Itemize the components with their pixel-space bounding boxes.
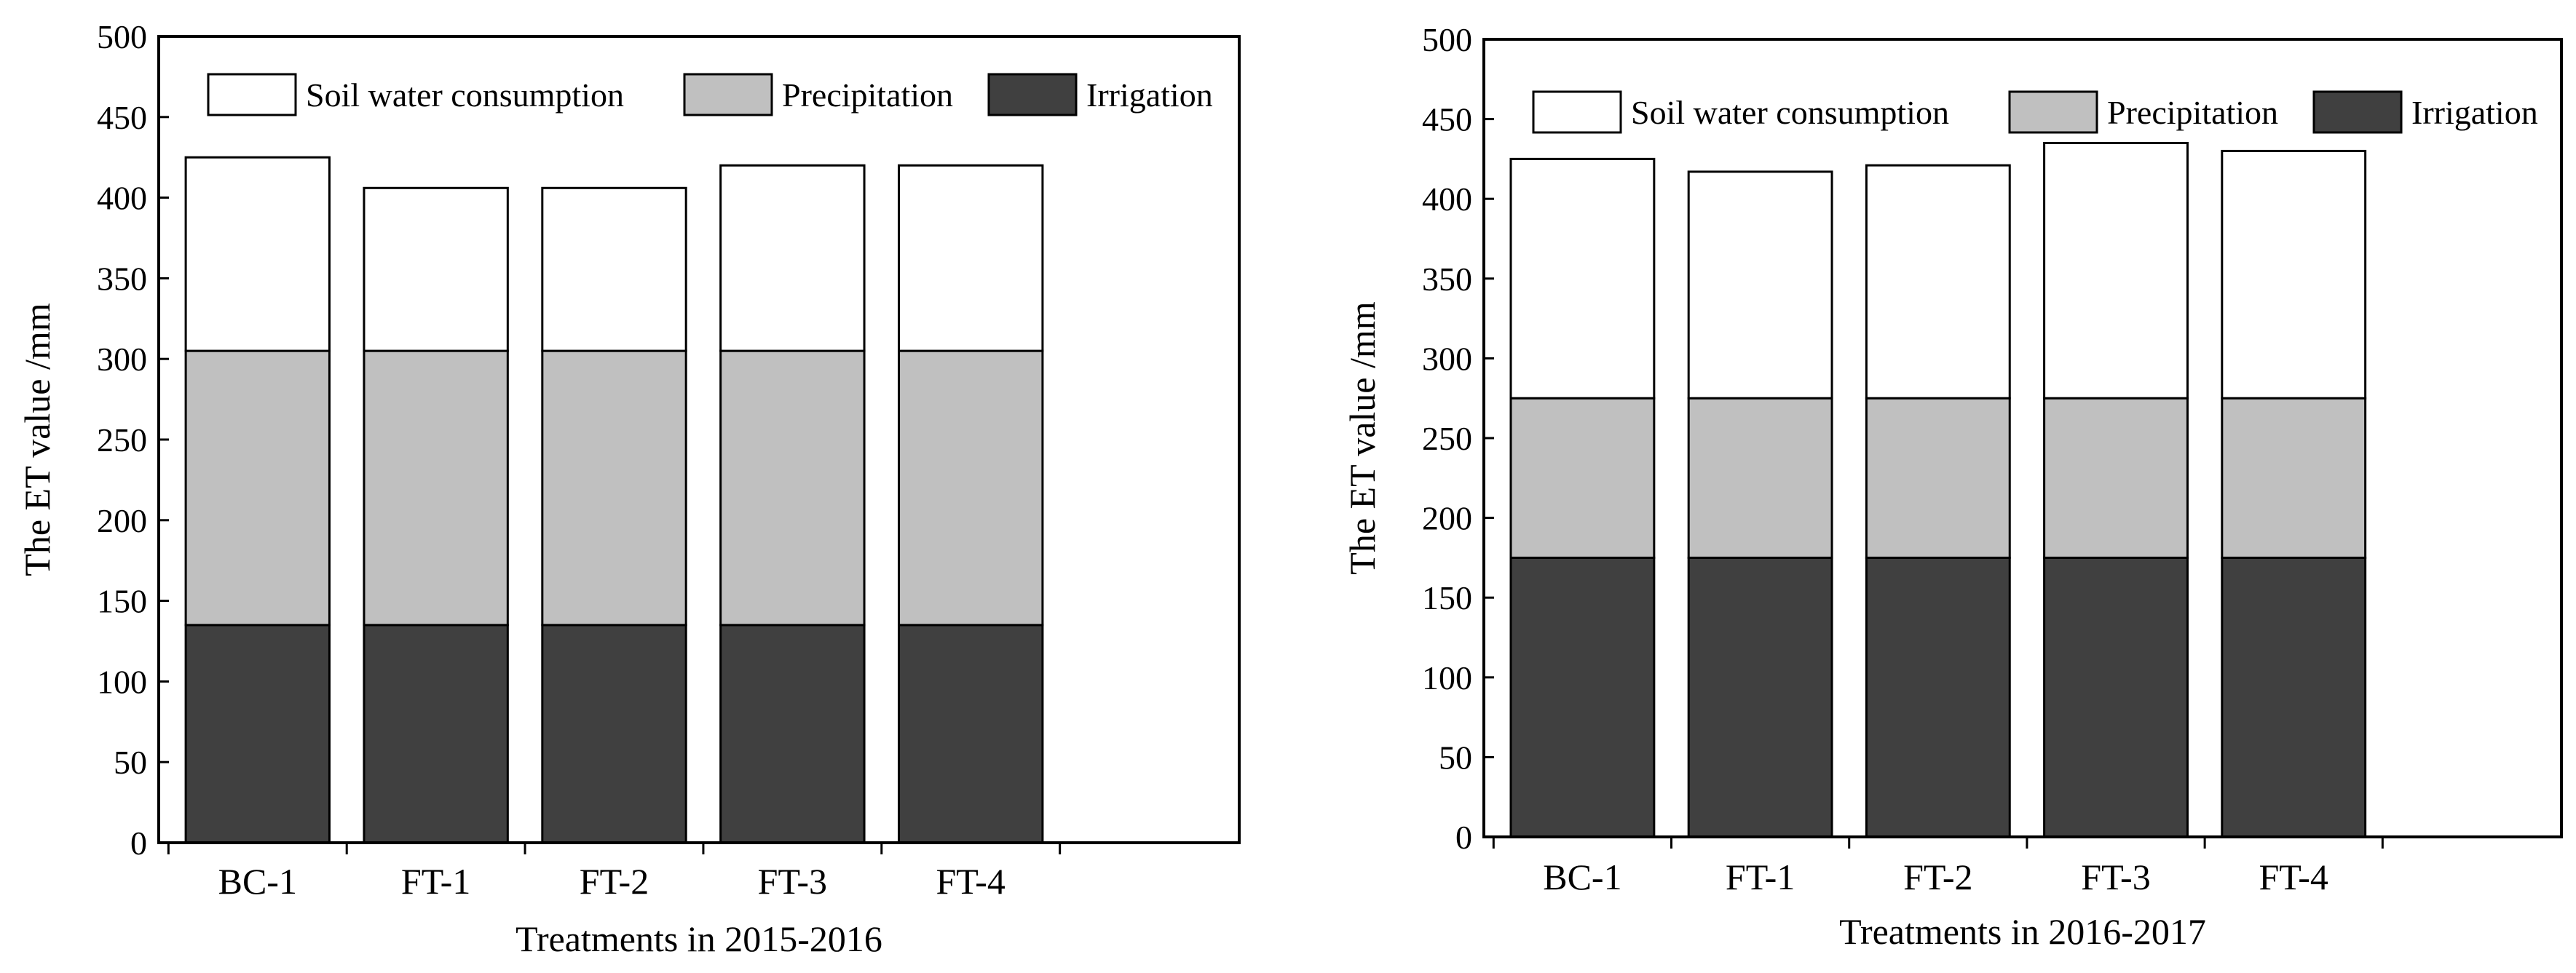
legend-swatch-precip: [683, 73, 773, 116]
legend-label-irrig: Irrigation: [2411, 94, 2538, 131]
x-category-label: FT-2: [1903, 857, 1972, 897]
legend-label-soil: Soil water consumption: [306, 76, 624, 114]
bar-segment-irrig: [184, 624, 331, 844]
y-tick-label: 50: [114, 744, 147, 781]
y-tick-label: 400: [1422, 180, 1472, 218]
legend-swatch-precip: [2008, 90, 2098, 134]
y-axis-title: The ET value /mm: [1342, 301, 1383, 574]
x-category-label: FT-1: [401, 861, 470, 902]
y-tick-label: 200: [1422, 500, 1472, 537]
y-tick-label: 50: [1439, 739, 1472, 776]
x-axis-title: Treatments in 2015-2016: [515, 918, 882, 959]
x-category-label: FT-4: [936, 861, 1005, 902]
x-category-label: FT-2: [580, 861, 649, 902]
bar-segment-soil: [2221, 149, 2367, 400]
legend-label-soil: Soil water consumption: [1631, 94, 1949, 131]
x-category-label: BC-1: [1543, 857, 1621, 897]
legend-label-irrig: Irrigation: [1086, 76, 1213, 114]
bar-segment-soil: [184, 156, 331, 352]
bar-segment-irrig: [898, 624, 1044, 844]
plot-frame: [1482, 38, 2563, 838]
bar-segment-irrig: [2043, 556, 2189, 838]
y-tick-label: 350: [97, 260, 147, 297]
chart-panel-2016-2017: 0 50 100 150 200 250 300 350 400 450 500 BC-1 FT-1 FT…: [1342, 21, 2563, 952]
bar-segment-soil: [1865, 164, 2011, 400]
y-tick-label: 0: [1455, 819, 1472, 856]
bar-segment-soil: [1687, 170, 1833, 400]
bar-segment-precip: [1687, 397, 1833, 559]
y-tick-label: 450: [97, 99, 147, 136]
y-tick-label: 150: [1422, 579, 1472, 616]
y-tick-label: 0: [130, 825, 147, 862]
y-tick-label: 300: [1422, 340, 1472, 377]
y-tick-label: 150: [97, 583, 147, 620]
x-category-label: BC-1: [218, 861, 297, 902]
y-tick-label: 200: [97, 502, 147, 539]
y-tick-label: 100: [1422, 659, 1472, 696]
bar-segment-irrig: [2221, 556, 2367, 838]
legend-swatch-soil: [207, 73, 297, 116]
y-tick-label: 250: [97, 421, 147, 458]
bar-segment-precip: [541, 349, 687, 627]
bar-segment-irrig: [363, 624, 509, 844]
bar-segment-irrig: [719, 624, 866, 844]
bar-segment-irrig: [1509, 556, 1656, 838]
x-axis-title: Treatments in 2016-2017: [1839, 911, 2206, 952]
bar-segment-soil: [541, 186, 687, 352]
legend-label-precip: Precipitation: [2107, 94, 2278, 131]
y-axis-title: The ET value /mm: [17, 303, 58, 576]
legend-swatch-irrig: [987, 73, 1078, 116]
y-tick-label: 350: [1422, 261, 1472, 298]
bar-segment-precip: [184, 349, 331, 627]
bar-segment-precip: [1865, 397, 2011, 559]
bar-segment-precip: [719, 349, 866, 627]
bar-segment-precip: [2043, 397, 2189, 559]
bar-segment-precip: [363, 349, 509, 627]
bar-segment-irrig: [1865, 556, 2011, 838]
bar-segment-irrig: [541, 624, 687, 844]
y-tick-label: 450: [1422, 101, 1472, 138]
chart-panel-2015-2016: 0 50 100 150 200 250 300 350 400 450 500 BC-1 FT-1 FT…: [17, 18, 1241, 959]
bar-segment-precip: [1509, 397, 1656, 559]
bar-segment-precip: [2221, 397, 2367, 559]
y-tick-label: 500: [97, 18, 147, 55]
bar-segment-soil: [363, 186, 509, 352]
bar-segment-irrig: [1687, 556, 1833, 838]
x-category-label: FT-4: [2259, 857, 2328, 897]
bar-segment-soil: [719, 164, 866, 352]
x-category-label: FT-3: [2081, 857, 2150, 897]
x-category-label: FT-3: [758, 861, 827, 902]
bar-segment-soil: [898, 164, 1044, 352]
bar-segment-precip: [898, 349, 1044, 627]
y-tick-label: 300: [97, 341, 147, 378]
y-tick-label: 500: [1422, 21, 1472, 58]
bar-segment-soil: [2043, 141, 2189, 400]
bar-segment-soil: [1509, 157, 1656, 400]
x-category-label: FT-1: [1726, 857, 1795, 897]
y-tick-label: 100: [97, 663, 147, 700]
legend-label-precip: Precipitation: [782, 76, 953, 114]
y-tick-label: 400: [97, 180, 147, 217]
legend-swatch-irrig: [2312, 90, 2403, 134]
plot-frame: [157, 35, 1241, 844]
y-tick-label: 250: [1422, 420, 1472, 457]
legend-swatch-soil: [1532, 90, 1622, 134]
